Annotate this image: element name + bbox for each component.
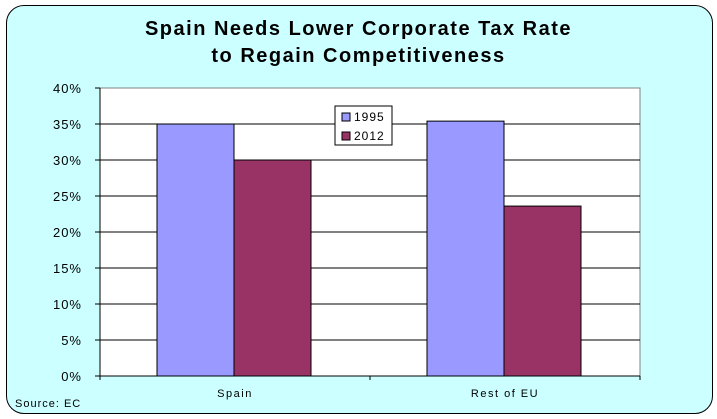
chart-title-line-2: to Regain Competitiveness xyxy=(211,45,506,67)
y-tick-label: 40% xyxy=(53,81,82,96)
legend-swatch-1995 xyxy=(341,112,351,122)
x-tick-label: Rest of EU xyxy=(471,388,539,400)
source-note: Source: EC xyxy=(15,398,82,410)
bar-spain-2012 xyxy=(233,159,312,377)
y-tick-label: 0% xyxy=(61,369,82,384)
legend: 1995 2012 xyxy=(334,105,393,146)
chart-title-line-1: Spain Needs Lower Corporate Tax Rate xyxy=(144,18,573,40)
bar-rest-of-eu-1995 xyxy=(426,120,505,377)
legend-label-2012: 2012 xyxy=(354,129,385,143)
y-tick-label: 20% xyxy=(53,225,82,240)
x-axis-labels: Spain Rest of EU xyxy=(217,388,539,400)
y-tick-label: 25% xyxy=(53,189,82,204)
y-tick-label: 30% xyxy=(53,153,82,168)
x-tick-label: Spain xyxy=(217,388,253,400)
y-tick-label: 35% xyxy=(53,117,82,132)
y-tick-label: 10% xyxy=(53,297,82,312)
bar-spain-1995 xyxy=(156,123,235,377)
bars xyxy=(156,120,582,377)
chart-title: Spain Needs Lower Corporate Tax Rate to … xyxy=(0,16,717,70)
bar-rest-of-eu-2012 xyxy=(503,205,582,377)
legend-swatch-2012 xyxy=(341,131,351,141)
y-tick-label: 5% xyxy=(61,333,82,348)
y-axis-ticks: 0% 5% 10% 15% 20% 25% 30% 35% 40% xyxy=(53,81,100,384)
legend-label-1995: 1995 xyxy=(354,110,385,124)
y-tick-label: 15% xyxy=(53,261,82,276)
